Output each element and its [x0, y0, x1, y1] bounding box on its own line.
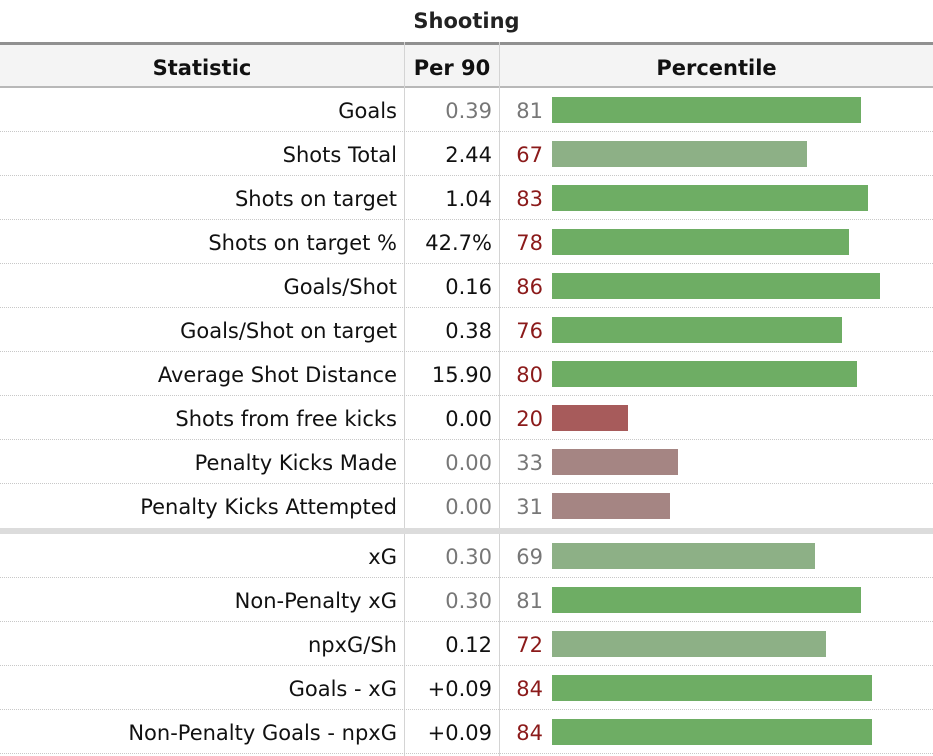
- table-row: Non-Penalty Goals - npxG +0.09 84: [0, 710, 933, 754]
- percentile-value: 80: [516, 363, 543, 387]
- percentile-bar: [552, 185, 868, 211]
- per90-value: 0.12: [445, 633, 492, 657]
- percentile-value: 69: [516, 545, 543, 569]
- percentile-bar: [552, 229, 849, 255]
- per90-value: +0.09: [427, 677, 492, 701]
- table-row: Penalty Kicks Attempted 0.00 31: [0, 484, 933, 528]
- table-row: Shots on target 1.04 83: [0, 176, 933, 220]
- stat-name: Shots on target %: [208, 231, 397, 255]
- percentile-bar: [552, 543, 815, 569]
- percentile-bar: [552, 719, 872, 745]
- stat-name: Non-Penalty Goals - npxG: [128, 721, 397, 745]
- percentile-bar: [552, 405, 628, 431]
- percentile-bar: [552, 97, 861, 123]
- stat-name: Shots on target: [234, 187, 397, 211]
- percentile-value: 78: [516, 231, 543, 255]
- table-row: Penalty Kicks Made 0.00 33: [0, 440, 933, 484]
- stat-name: Goals - xG: [288, 677, 397, 701]
- stat-name: Goals: [338, 99, 397, 123]
- table-row: Average Shot Distance 15.90 80: [0, 352, 933, 396]
- percentile-value: 31: [516, 495, 543, 519]
- table-row: Non-Penalty xG 0.30 81: [0, 578, 933, 622]
- per90-value: 0.38: [445, 319, 492, 343]
- table-row: Shots Total 2.44 67: [0, 132, 933, 176]
- per90-value: 15.90: [431, 363, 492, 387]
- table-row: npxG/Sh 0.12 72: [0, 622, 933, 666]
- table-row: Shots on target % 42.7% 78: [0, 220, 933, 264]
- percentile-value: 81: [516, 99, 543, 123]
- percentile-bar: [552, 317, 842, 343]
- percentile-bar: [552, 449, 678, 475]
- percentile-value: 76: [516, 319, 543, 343]
- percentile-bar: [552, 493, 670, 519]
- per90-value: 0.16: [445, 275, 492, 299]
- table-row: xG 0.30 69: [0, 534, 933, 578]
- percentile-bar: [552, 361, 857, 387]
- table-row: Shots from free kicks 0.00 20: [0, 396, 933, 440]
- table-row: Goals - xG +0.09 84: [0, 666, 933, 710]
- percentile-bar: [552, 141, 807, 167]
- table-title: Shooting: [413, 9, 520, 33]
- percentile-value: 84: [516, 677, 543, 701]
- column-divider: [499, 42, 500, 756]
- stat-name: xG: [368, 545, 397, 569]
- stat-name: Goals/Shot on target: [180, 319, 397, 343]
- percentile-bar: [552, 587, 861, 613]
- column-divider: [404, 42, 405, 756]
- per90-value: 0.39: [445, 99, 492, 123]
- stat-name: npxG/Sh: [307, 633, 397, 657]
- column-header-statistic[interactable]: Statistic: [152, 56, 252, 80]
- per90-value: 42.7%: [425, 231, 492, 255]
- table-body: Goals 0.39 81 Shots Total 2.44 67 Shots on tar…: [0, 88, 933, 754]
- stat-name: Shots Total: [282, 143, 397, 167]
- stat-name: Goals/Shot: [283, 275, 397, 299]
- stat-name: Average Shot Distance: [157, 363, 397, 387]
- per90-value: 0.30: [445, 545, 492, 569]
- percentile-value: 84: [516, 721, 543, 745]
- table-row: Goals/Shot 0.16 86: [0, 264, 933, 308]
- per90-value: 1.04: [445, 187, 492, 211]
- per90-value: 0.30: [445, 589, 492, 613]
- percentile-bar: [552, 675, 872, 701]
- per90-value: 2.44: [445, 143, 492, 167]
- per90-value: 0.00: [445, 451, 492, 475]
- table-row: Goals 0.39 81: [0, 88, 933, 132]
- column-header-per90[interactable]: Per 90: [413, 56, 491, 80]
- column-header-percentile[interactable]: Percentile: [656, 56, 777, 80]
- stat-name: Penalty Kicks Made: [194, 451, 397, 475]
- percentile-value: 33: [516, 451, 543, 475]
- percentile-value: 81: [516, 589, 543, 613]
- percentile-bar: [552, 273, 880, 299]
- percentile-value: 83: [516, 187, 543, 211]
- per90-value: 0.00: [445, 407, 492, 431]
- table-row: Goals/Shot on target 0.38 76: [0, 308, 933, 352]
- section-separator: [0, 528, 933, 534]
- per90-value: 0.00: [445, 495, 492, 519]
- stat-name: Penalty Kicks Attempted: [140, 495, 397, 519]
- percentile-bar: [552, 631, 826, 657]
- percentile-value: 72: [516, 633, 543, 657]
- stat-name: Shots from free kicks: [175, 407, 397, 431]
- stat-name: Non-Penalty xG: [234, 589, 397, 613]
- percentile-value: 67: [516, 143, 543, 167]
- percentile-value: 20: [516, 407, 543, 431]
- percentile-value: 86: [516, 275, 543, 299]
- per90-value: +0.09: [427, 721, 492, 745]
- table-header: Statistic Per 90 Percentile: [0, 42, 933, 88]
